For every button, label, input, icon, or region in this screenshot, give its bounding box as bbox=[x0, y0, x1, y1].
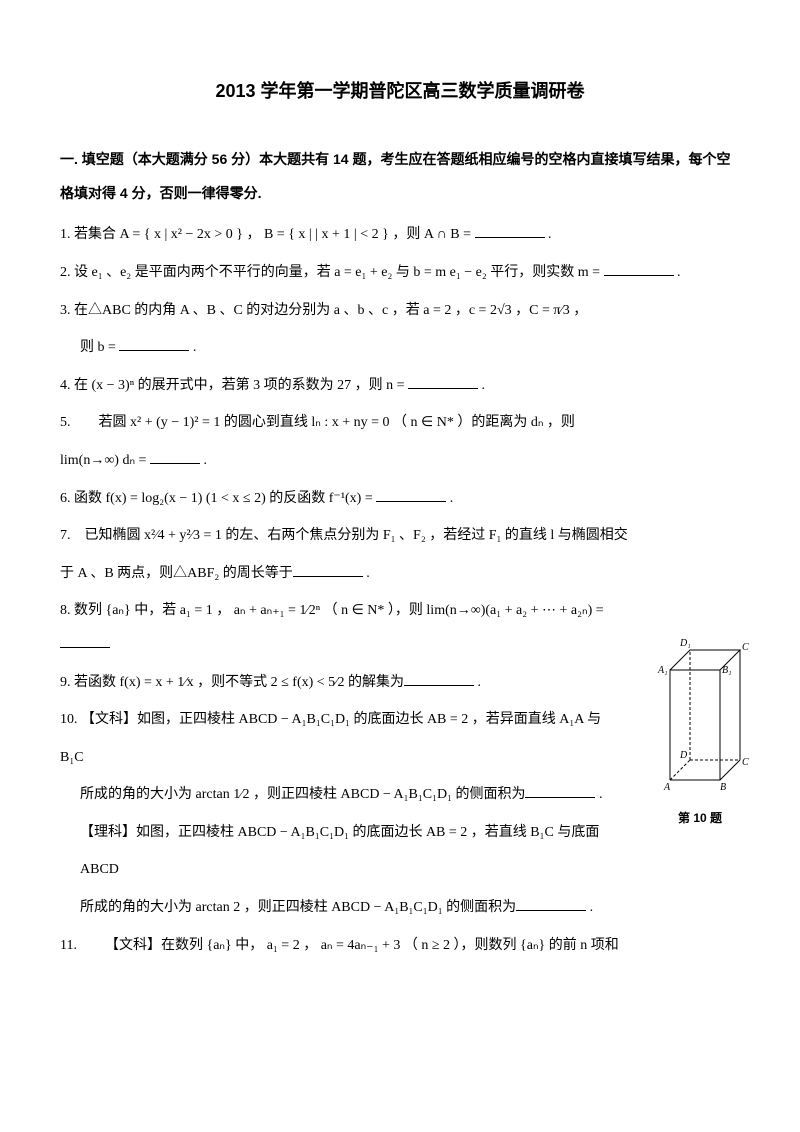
figure-caption: 第 10 题 bbox=[650, 804, 750, 833]
q10d-text: 【理科】如图，正四棱柱 ABCD − A₁B₁C₁D₁ 的底面边长 AB = 2… bbox=[80, 825, 599, 840]
label-D: D bbox=[679, 750, 688, 761]
q10-line6: 所成的角的大小为 arctan 2 ，则正四棱柱 ABCD − A₁B₁C₁D₁… bbox=[80, 891, 740, 925]
label-C: C bbox=[742, 757, 749, 768]
q4: 4. 在 (x − 3)ⁿ 的展开式中，若第 3 项的系数为 27 ，则 n =… bbox=[60, 369, 740, 403]
q3b-text: 则 b = bbox=[80, 340, 119, 355]
blank bbox=[60, 633, 110, 648]
q10: 10. 【文科】如图，正四棱柱 ABCD − A₁B₁C₁D₁ 的底面边长 AB… bbox=[60, 703, 740, 737]
blank bbox=[475, 223, 545, 238]
q3: 3. 在△ABC 的内角 A 、B 、C 的对边分别为 a 、b 、c ，若 a… bbox=[60, 294, 740, 328]
prism-svg: A B C D A₁ B₁ C₁ D₁ bbox=[650, 620, 750, 790]
q7a-text: 7. 已知椭圆 x²⁄4 + y²⁄3 = 1 的左、右两个焦点分别为 F₁ 、… bbox=[60, 528, 628, 543]
label-C1: C₁ bbox=[742, 642, 750, 653]
q2-text: 2. 设 e₁ 、e₂ 是平面内两个不平行的向量，若 a = e₁ + e₂ 与… bbox=[60, 265, 604, 280]
q11: 11. 【文科】在数列 {aₙ} 中， a₁ = 2 ， aₙ = 4aₙ₋₁ … bbox=[60, 929, 740, 963]
q10-b1c: B₁C bbox=[60, 741, 740, 775]
blank bbox=[408, 374, 478, 389]
q10c-text: 所成的角的大小为 arctan 1⁄2 ，则正四棱柱 ABCD − A₁B₁C₁… bbox=[80, 787, 525, 802]
q6-text: 6. 函数 f(x) = log₂(x − 1) (1 < x ≤ 2) 的反函… bbox=[60, 491, 376, 506]
blank bbox=[404, 671, 474, 686]
q10-abcd: ABCD bbox=[80, 853, 740, 887]
q3a-text: 3. 在△ABC 的内角 A 、B 、C 的对边分别为 a 、b 、c ，若 a… bbox=[60, 303, 587, 318]
q5-line2: lim(n→∞) dₙ = . bbox=[60, 444, 740, 478]
q7-line2: 于 A 、B 两点，则△ABF₂ 的周长等于 . bbox=[60, 557, 740, 591]
q9-text: 9. 若函数 f(x) = x + 1⁄x ，则不等式 2 ≤ f(x) < 5… bbox=[60, 675, 404, 690]
q1-text: 1. 若集合 A = { x | x² − 2x > 0 } ， B = { x… bbox=[60, 227, 475, 242]
blank bbox=[293, 562, 363, 577]
q5: 5. 若圆 x² + (y − 1)² = 1 的圆心到直线 lₙ : x + … bbox=[60, 406, 740, 440]
q11-text: 11. 【文科】在数列 {aₙ} 中， a₁ = 2 ， aₙ = 4aₙ₋₁ … bbox=[60, 938, 619, 953]
q5b-text: lim(n→∞) dₙ = bbox=[60, 453, 150, 468]
label-B: B bbox=[720, 782, 726, 790]
q8: 8. 数列 {aₙ} 中，若 a₁ = 1 ， aₙ + aₙ₊₁ = 1⁄2ⁿ… bbox=[60, 594, 740, 661]
q3-line2: 则 b = . bbox=[80, 331, 740, 365]
blank bbox=[376, 487, 446, 502]
label-A: A bbox=[663, 782, 671, 790]
q8-text: 8. 数列 {aₙ} 中，若 a₁ = 1 ， aₙ + aₙ₊₁ = 1⁄2ⁿ… bbox=[60, 603, 604, 618]
q10f-text: 所成的角的大小为 arctan 2 ，则正四棱柱 ABCD − A₁B₁C₁D₁… bbox=[80, 900, 516, 915]
q10a-text: 10. 【文科】如图，正四棱柱 ABCD − A₁B₁C₁D₁ 的底面边长 AB… bbox=[60, 712, 601, 727]
q7: 7. 已知椭圆 x²⁄4 + y²⁄3 = 1 的左、右两个焦点分别为 F₁ 、… bbox=[60, 519, 740, 553]
blank bbox=[604, 261, 674, 276]
q10e-text: ABCD bbox=[80, 862, 119, 877]
q10-li: 【理科】如图，正四棱柱 ABCD − A₁B₁C₁D₁ 的底面边长 AB = 2… bbox=[80, 816, 740, 850]
q6: 6. 函数 f(x) = log₂(x − 1) (1 < x ≤ 2) 的反函… bbox=[60, 482, 740, 516]
q10b-text: B₁C bbox=[60, 750, 84, 765]
label-A1: A₁ bbox=[657, 665, 668, 676]
blank bbox=[516, 896, 586, 911]
q4-text: 4. 在 (x − 3)ⁿ 的展开式中，若第 3 项的系数为 27 ，则 n = bbox=[60, 378, 408, 393]
page-title: 2013 学年第一学期普陀区高三数学质量调研卷 bbox=[60, 70, 740, 113]
blank bbox=[119, 336, 189, 351]
q5a-text: 5. 若圆 x² + (y − 1)² = 1 的圆心到直线 lₙ : x + … bbox=[60, 415, 575, 430]
label-B1: B₁ bbox=[722, 665, 732, 676]
prism-figure: A B C D A₁ B₁ C₁ D₁ 第 10 题 bbox=[650, 620, 750, 833]
q1: 1. 若集合 A = { x | x² − 2x > 0 } ， B = { x… bbox=[60, 218, 740, 252]
q7b-text: 于 A 、B 两点，则△ABF₂ 的周长等于 bbox=[60, 566, 293, 581]
label-D1: D₁ bbox=[679, 638, 691, 649]
q9: 9. 若函数 f(x) = x + 1⁄x ，则不等式 2 ≤ f(x) < 5… bbox=[60, 666, 740, 700]
blank bbox=[150, 449, 200, 464]
blank bbox=[525, 783, 595, 798]
q2: 2. 设 e₁ 、e₂ 是平面内两个不平行的向量，若 a = e₁ + e₂ 与… bbox=[60, 256, 740, 290]
section-heading: 一. 填空题（本大题满分 56 分）本大题共有 14 题，考生应在答题纸相应编号… bbox=[60, 143, 740, 210]
q10-line3: 所成的角的大小为 arctan 1⁄2 ，则正四棱柱 ABCD − A₁B₁C₁… bbox=[80, 778, 740, 812]
